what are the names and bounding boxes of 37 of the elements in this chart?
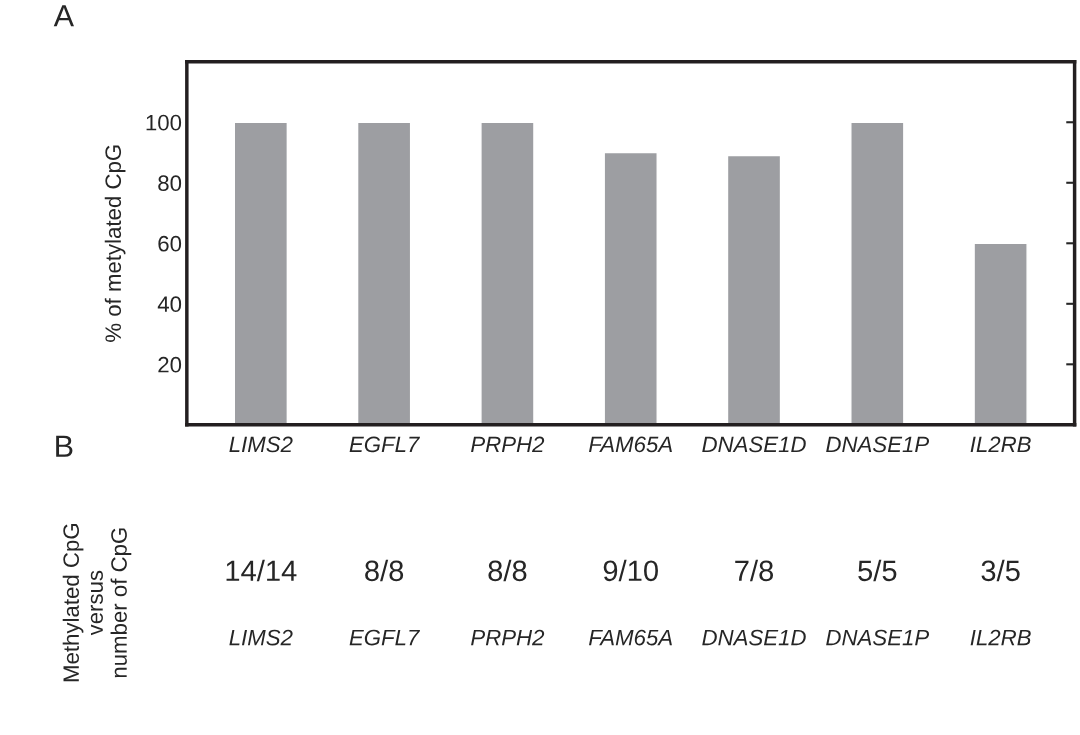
x-tick-label: FAM65A	[589, 436, 672, 453]
y-tick-label: 40	[157, 296, 182, 313]
x-tick-label: DNASE1D	[702, 436, 806, 453]
text: Methylated CpG versus number of CpG	[62, 524, 132, 682]
category-label: PRPH2	[471, 629, 545, 646]
bar	[480, 121, 535, 425]
bar	[973, 242, 1028, 425]
text: 8/8	[365, 559, 404, 582]
text: 8/8	[488, 559, 527, 582]
bar	[603, 151, 658, 425]
bar	[726, 154, 782, 425]
category-label: EGFL7	[349, 629, 420, 646]
bar	[356, 121, 412, 425]
text: 3/5	[981, 559, 1020, 582]
text: B	[56, 435, 73, 457]
category-label: DNASE1D	[702, 629, 806, 646]
category-label: IL2RB	[970, 629, 1031, 646]
x-tick-label: LIMS2	[229, 436, 293, 453]
bar	[233, 121, 289, 425]
chart-title: A	[53, 5, 74, 27]
y-axis-title: % of metylated CpG	[104, 145, 126, 342]
category-label: DNASE1P	[826, 629, 930, 646]
text: 14/14	[226, 559, 297, 582]
x-tick-label: EGFL7	[349, 436, 420, 453]
x-tick-label: DNASE1P	[826, 436, 930, 453]
text: 9/10	[603, 559, 658, 582]
category-label: LIMS2	[229, 629, 293, 646]
text: 5/5	[858, 559, 897, 582]
x-tick-label: IL2RB	[970, 436, 1031, 453]
y-tick-label: 100	[146, 114, 182, 131]
y-tick-label: 60	[158, 235, 182, 252]
text: 7/8	[735, 559, 774, 582]
y-tick-label: 20	[158, 356, 182, 373]
category-label: FAM65A	[589, 629, 672, 646]
bar	[850, 121, 905, 425]
x-tick-label: PRPH2	[471, 436, 545, 453]
y-tick-label: 80	[158, 175, 182, 192]
